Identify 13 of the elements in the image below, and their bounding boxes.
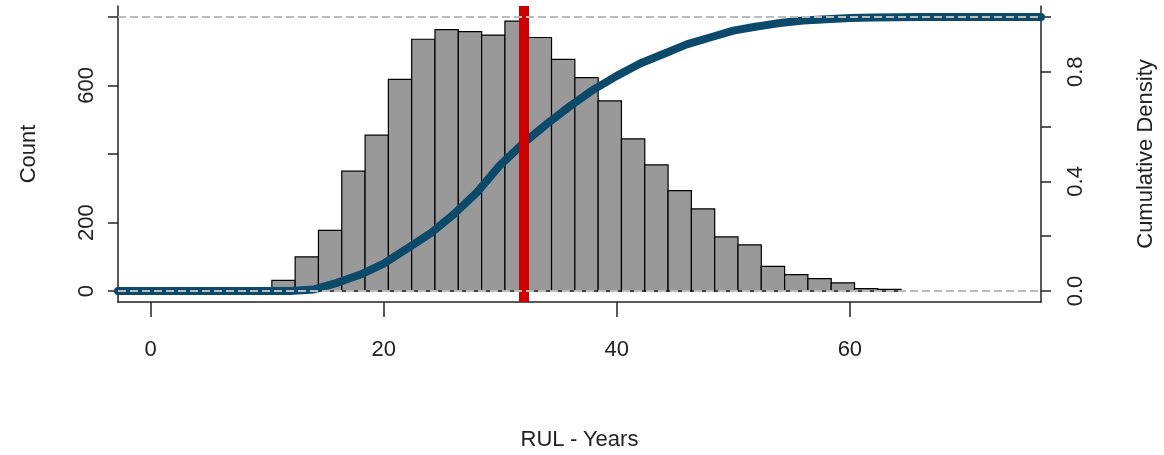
y-tick-label: 0 <box>72 284 98 298</box>
x-tick-label: 20 <box>371 335 396 361</box>
x-tick-label: 0 <box>144 335 157 361</box>
y2-tick-label: 0.0 <box>1061 275 1087 307</box>
x-tick-label: 60 <box>837 335 863 361</box>
y2-tick-label: 0.8 <box>1061 56 1087 88</box>
y-tick-label: 200 <box>72 204 98 241</box>
y-tick-label: 600 <box>72 67 98 104</box>
x-tick-label: 40 <box>604 335 630 361</box>
y2-axis-title: Cumulative Density <box>1131 59 1157 249</box>
y-axis-title: Count <box>14 124 40 184</box>
y2-tick-label: 0.4 <box>1061 166 1087 197</box>
x-axis-title: RUL - Years <box>520 425 639 451</box>
